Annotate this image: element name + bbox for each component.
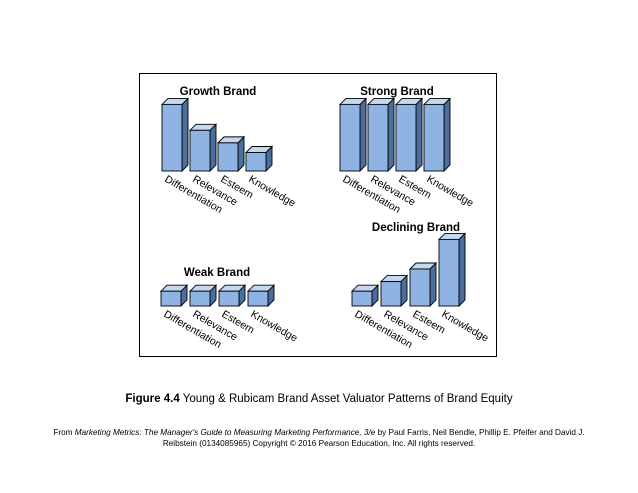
strong-brand-bar-knowledge	[422, 97, 452, 173]
source-credit: From Marketing Metrics: The Manager's Gu…	[40, 427, 598, 449]
growth-brand-bar-knowledge	[244, 145, 274, 173]
growth-brand-bar-differentiation-side	[181, 97, 189, 173]
declining-brand-bar-differentiation-front	[351, 290, 373, 307]
weak-brand-bar-relevance	[188, 284, 218, 308]
declining-brand-label-knowledge: Knowledge	[440, 308, 491, 344]
strong-brand-bar-esteem	[394, 97, 424, 173]
growth-brand-bar-relevance-side	[209, 123, 217, 173]
declining-brand-title: Declining Brand	[372, 222, 460, 234]
declining-brand-bar-differentiation	[350, 284, 380, 308]
caption-lead: Figure 4.4	[125, 393, 180, 405]
strong-brand-panel: Strong BrandDifferentiationRelevanceEste…	[338, 86, 476, 216]
weak-brand-bar-knowledge	[246, 284, 276, 308]
declining-brand-bar-knowledge-front	[438, 238, 460, 307]
declining-brand-bar-relevance	[379, 274, 409, 308]
source-book-title: Marketing Metrics: The Manager's Guide t…	[74, 428, 376, 437]
growth-brand-bar-esteem-front	[217, 142, 239, 172]
growth-brand-title: Growth Brand	[180, 86, 257, 98]
strong-brand-bar-relevance-front	[367, 103, 389, 172]
figure-frame	[139, 73, 497, 357]
weak-brand-panel: Weak BrandDifferentiationRelevanceEsteem…	[159, 267, 300, 351]
strong-brand-bar-differentiation	[338, 97, 368, 173]
weak-brand-label-knowledge: Knowledge	[249, 308, 300, 344]
strong-brand-title: Strong Brand	[360, 86, 433, 98]
weak-brand-title: Weak Brand	[184, 267, 250, 279]
strong-brand-bar-knowledge-front	[423, 103, 445, 172]
strong-brand-bar-esteem-front	[395, 103, 417, 172]
strong-brand-bar-differentiation-front	[339, 103, 361, 172]
growth-brand-panel: Growth BrandDifferentiationRelevanceEste…	[160, 86, 298, 216]
strong-brand-bar-relevance-side	[387, 97, 395, 173]
declining-brand-bar-relevance-front	[380, 281, 402, 307]
growth-brand-bar-differentiation-front	[161, 103, 183, 172]
weak-brand-bar-differentiation	[159, 284, 189, 308]
weak-brand-bar-differentiation-front	[160, 290, 182, 307]
declining-brand-bar-esteem-side	[429, 261, 437, 308]
growth-brand-bar-knowledge-front	[245, 152, 267, 172]
growth-brand-bar-differentiation	[160, 97, 190, 173]
declining-brand-bar-knowledge-side	[458, 232, 466, 308]
declining-brand-bar-esteem-front	[409, 268, 431, 307]
caption-text: Young & Rubicam Brand Asset Valuator Pat…	[179, 393, 513, 405]
weak-brand-bar-esteem-front	[218, 290, 240, 307]
strong-brand-bar-knowledge-side	[443, 97, 451, 173]
declining-brand-bar-esteem	[408, 261, 438, 308]
figure-caption: Figure 4.4 Young & Rubicam Brand Asset V…	[0, 393, 638, 405]
growth-brand-bar-relevance	[188, 123, 218, 173]
growth-brand-bar-esteem	[216, 135, 246, 173]
source-line2: Reibstein (0134085965) Copyright © 2016 …	[162, 439, 476, 448]
strong-brand-bar-differentiation-side	[359, 97, 367, 173]
strong-brand-bar-relevance	[366, 97, 396, 173]
growth-brand-bar-relevance-front	[189, 129, 211, 172]
weak-brand-bar-esteem	[217, 284, 247, 308]
weak-brand-bar-knowledge-front	[247, 290, 269, 307]
source-line1-rest: by Paul Farris, Neil Bendle, Phillip E. …	[375, 428, 585, 437]
weak-brand-bar-relevance-front	[189, 290, 211, 307]
declining-brand-bar-knowledge	[437, 232, 467, 308]
strong-brand-bar-esteem-side	[415, 97, 423, 173]
declining-brand-panel: Declining BrandDifferentiationRelevanceE…	[350, 222, 491, 351]
source-prefix: From	[53, 428, 75, 437]
